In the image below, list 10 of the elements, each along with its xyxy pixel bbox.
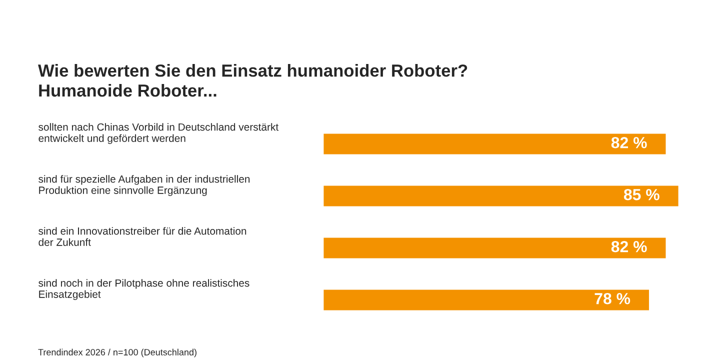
y-tick-label: sollten nach Chinas Vorbild in Deutschland verstärkt entwickelt und gefördert werden (38, 123, 278, 144)
chart-title: Wie bewerten Sie den Einsatz humanoider Roboter? Humanoide Roboter... (38, 64, 468, 97)
data-label: 85 % (624, 188, 660, 200)
data-label: 82 % (611, 240, 647, 252)
data-label: 82 % (611, 136, 647, 148)
data-label: 78 % (594, 292, 630, 304)
y-tick-label: sind noch in der Pilotphase ohne realistisches Einsatzgebiet (38, 279, 250, 300)
y-tick-label: sind für spezielle Aufgaben in der industriellen Produktion eine sinnvolle Ergänzung (38, 175, 250, 196)
text: Trendindex 2026 / n=100 (Deutschland) (38, 348, 196, 358)
y-tick-label: sind ein Innovationstreiber für die Automation der Zukunft (38, 227, 246, 246)
